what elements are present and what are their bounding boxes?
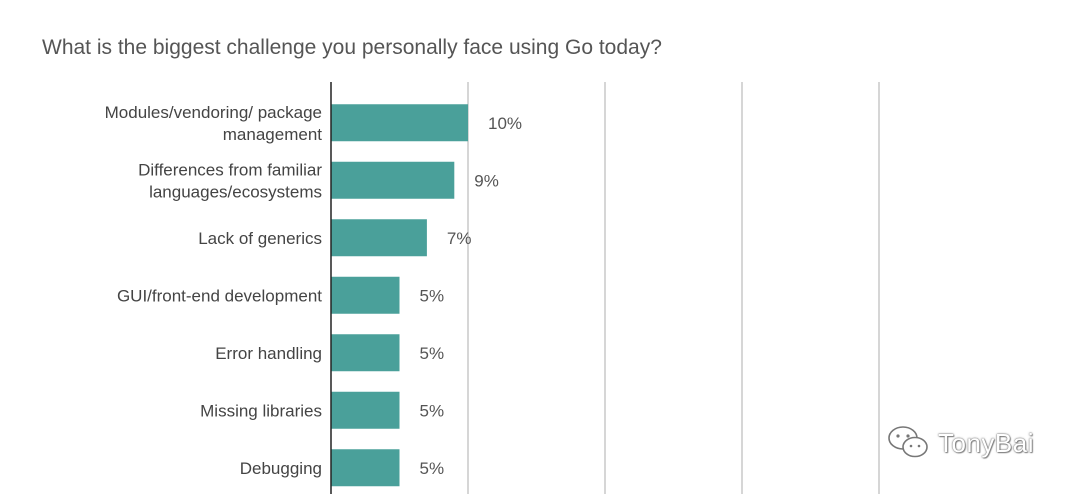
category-label: Differences from familiar: [138, 160, 322, 179]
chart-title: What is the biggest challenge you person…: [42, 36, 662, 59]
category-label: Debugging: [240, 459, 322, 478]
bar: [331, 161, 455, 199]
category-label: Missing libraries: [200, 401, 322, 420]
category-label: Lack of generics: [198, 229, 322, 248]
category-label: GUI/front-end development: [117, 286, 322, 305]
data-label: 5%: [420, 286, 445, 305]
bar: [331, 276, 400, 314]
data-label: 5%: [420, 401, 445, 420]
data-label: 10%: [488, 114, 522, 133]
bar: [331, 391, 400, 429]
bar: [331, 449, 400, 487]
bar: [331, 334, 400, 372]
data-label: 9%: [474, 171, 499, 190]
category-label: Error handling: [215, 344, 322, 363]
bar: [331, 104, 468, 142]
data-label: 5%: [420, 459, 445, 478]
bar: [331, 219, 427, 257]
watermark-text: TonyBai: [938, 427, 1034, 458]
watermark: TonyBai: [886, 423, 1034, 463]
data-label: 5%: [420, 344, 445, 363]
category-label: languages/ecosystems: [149, 182, 322, 201]
data-label: 7%: [447, 229, 472, 248]
wechat-icon: [888, 426, 928, 458]
category-label: management: [223, 125, 323, 144]
category-label: Modules/vendoring/ package: [105, 103, 322, 122]
